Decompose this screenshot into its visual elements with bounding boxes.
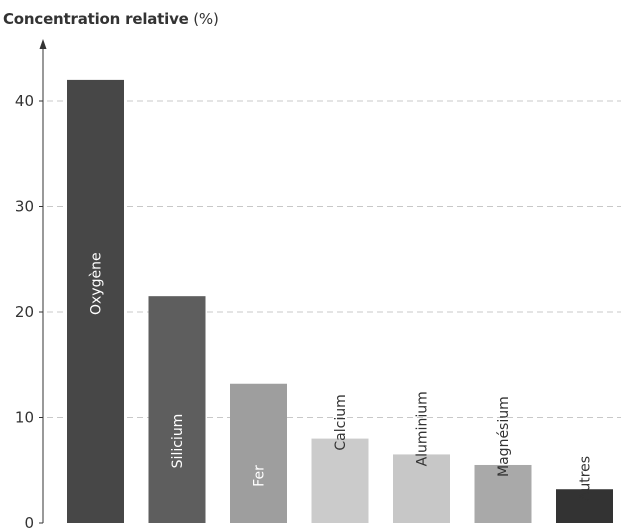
y-tick-label-40: 40 <box>15 92 34 110</box>
bar-label-fer: Fer <box>252 465 268 487</box>
y-axis <box>39 39 47 523</box>
bars <box>67 79 613 524</box>
bar-aluminium <box>393 454 450 523</box>
chart-title-unit: (%) <box>193 10 219 28</box>
y-axis-arrow-icon <box>39 39 47 49</box>
bar-labels: Oxygène Silicium Fer Calcium Aluminium Magnés… <box>89 252 594 501</box>
bar-silicium <box>148 296 206 523</box>
y-tick-label-30: 30 <box>15 198 34 216</box>
bar-label-silicium: Silicium <box>170 414 186 469</box>
bar-label-calcium: Calcium <box>333 394 349 450</box>
chart-title-text: Concentration relative <box>3 10 189 28</box>
y-tick-label-10: 10 <box>15 409 34 427</box>
bar-autres <box>556 489 613 523</box>
bar-label-magnesium: Magnésium <box>496 396 512 477</box>
bar-label-autres: Autres <box>578 456 594 501</box>
y-tick-labels: 0 10 20 30 40 <box>15 92 43 529</box>
bar-label-aluminium: Aluminium <box>415 391 431 466</box>
bar-calcium <box>311 438 369 523</box>
bar-oxygene <box>67 79 124 524</box>
bar-magnesium <box>474 464 532 523</box>
y-tick-label-0: 0 <box>24 514 34 529</box>
bar-fer <box>230 383 287 523</box>
chart-title: Concentration relative (%) <box>3 10 219 28</box>
bar-label-oxygene: Oxygène <box>89 252 105 315</box>
grid-lines <box>47 100 621 418</box>
y-tick-label-20: 20 <box>15 303 34 321</box>
